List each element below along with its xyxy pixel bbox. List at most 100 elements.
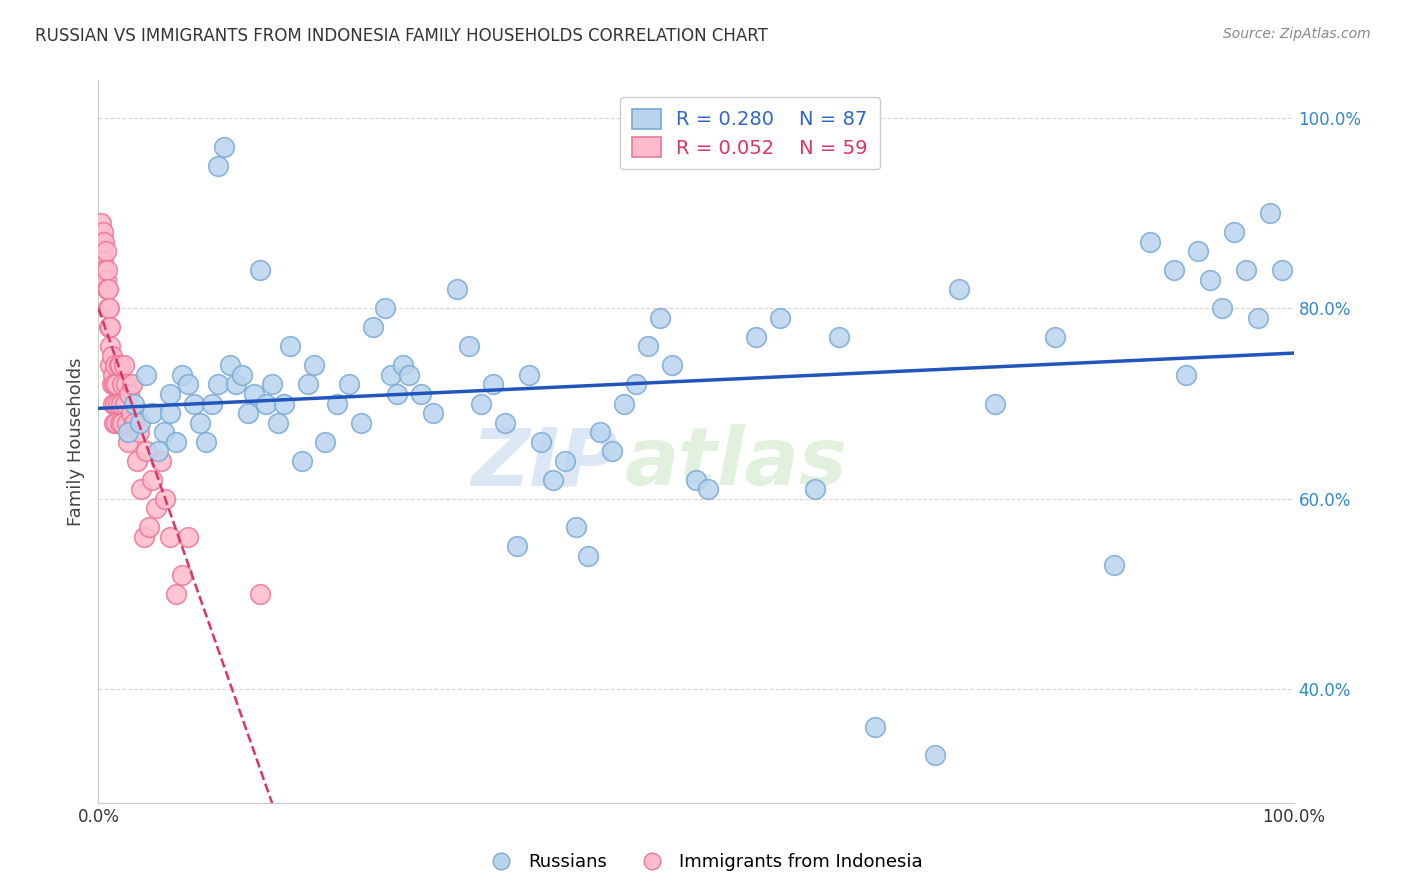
Point xyxy=(411,387,433,401)
Point xyxy=(159,387,181,401)
Point xyxy=(188,416,211,430)
Point xyxy=(128,425,150,439)
Point xyxy=(481,377,505,392)
Point xyxy=(291,453,314,467)
Point xyxy=(101,396,124,410)
Point xyxy=(243,387,266,401)
Point xyxy=(141,473,163,487)
Point xyxy=(392,359,415,373)
Point xyxy=(101,368,124,382)
Point xyxy=(374,301,396,316)
Point xyxy=(315,434,337,449)
Point xyxy=(135,444,157,458)
Text: ZIP: ZIP xyxy=(471,425,619,502)
Point xyxy=(326,396,349,410)
Point xyxy=(135,368,157,382)
Point xyxy=(219,359,242,373)
Point xyxy=(363,320,385,334)
Point xyxy=(94,273,117,287)
Point xyxy=(138,520,160,534)
Point xyxy=(984,396,1007,410)
Text: Source: ZipAtlas.com: Source: ZipAtlas.com xyxy=(1223,27,1371,41)
Point xyxy=(565,520,588,534)
Point xyxy=(114,396,136,410)
Point xyxy=(120,406,142,420)
Point xyxy=(165,587,187,601)
Point xyxy=(159,406,181,420)
Point xyxy=(117,434,139,449)
Point xyxy=(1199,273,1222,287)
Point xyxy=(1175,368,1198,382)
Point xyxy=(96,282,118,296)
Point xyxy=(104,359,127,373)
Point xyxy=(105,416,128,430)
Point xyxy=(385,387,409,401)
Point xyxy=(446,282,468,296)
Point xyxy=(104,396,127,410)
Point xyxy=(93,263,115,277)
Point xyxy=(97,282,120,296)
Point xyxy=(118,387,141,401)
Point xyxy=(124,416,146,430)
Point xyxy=(249,587,271,601)
Point xyxy=(111,377,134,392)
Point xyxy=(254,396,277,410)
Point xyxy=(541,473,564,487)
Text: atlas: atlas xyxy=(624,425,846,502)
Point xyxy=(697,482,720,496)
Point xyxy=(350,416,373,430)
Point xyxy=(207,159,229,173)
Point xyxy=(1211,301,1233,316)
Point xyxy=(98,339,122,353)
Point xyxy=(107,359,129,373)
Point xyxy=(105,377,128,392)
Point xyxy=(117,425,139,439)
Point xyxy=(458,339,481,353)
Point xyxy=(297,377,319,392)
Point xyxy=(1258,206,1281,220)
Point xyxy=(924,748,946,763)
Point xyxy=(121,377,143,392)
Point xyxy=(132,530,155,544)
Point xyxy=(260,377,283,392)
Point xyxy=(602,444,624,458)
Point xyxy=(98,359,122,373)
Point xyxy=(195,434,218,449)
Point xyxy=(91,226,114,240)
Point xyxy=(103,377,125,392)
Point xyxy=(1163,263,1185,277)
Point xyxy=(172,567,194,582)
Text: RUSSIAN VS IMMIGRANTS FROM INDONESIA FAMILY HOUSEHOLDS CORRELATION CHART: RUSSIAN VS IMMIGRANTS FROM INDONESIA FAM… xyxy=(35,27,768,45)
Point xyxy=(91,244,114,259)
Point xyxy=(1223,226,1246,240)
Point xyxy=(207,377,229,392)
Point xyxy=(100,349,122,363)
Point xyxy=(94,244,117,259)
Point xyxy=(129,416,152,430)
Y-axis label: Family Households: Family Households xyxy=(66,358,84,525)
Point xyxy=(96,263,118,277)
Point xyxy=(231,368,253,382)
Point xyxy=(267,416,290,430)
Point xyxy=(302,359,325,373)
Point xyxy=(865,720,887,734)
Point xyxy=(1247,310,1270,325)
Point xyxy=(685,473,707,487)
Point xyxy=(1043,330,1066,344)
Point xyxy=(613,396,636,410)
Point xyxy=(648,310,672,325)
Point xyxy=(90,216,112,230)
Point xyxy=(948,282,970,296)
Point xyxy=(768,310,790,325)
Point xyxy=(661,359,683,373)
Point xyxy=(398,368,420,382)
Point xyxy=(112,359,135,373)
Point xyxy=(745,330,768,344)
Point xyxy=(149,453,172,467)
Point xyxy=(554,453,576,467)
Point xyxy=(422,406,444,420)
Point xyxy=(131,482,153,496)
Point xyxy=(155,491,177,506)
Point xyxy=(103,416,125,430)
Point xyxy=(212,140,235,154)
